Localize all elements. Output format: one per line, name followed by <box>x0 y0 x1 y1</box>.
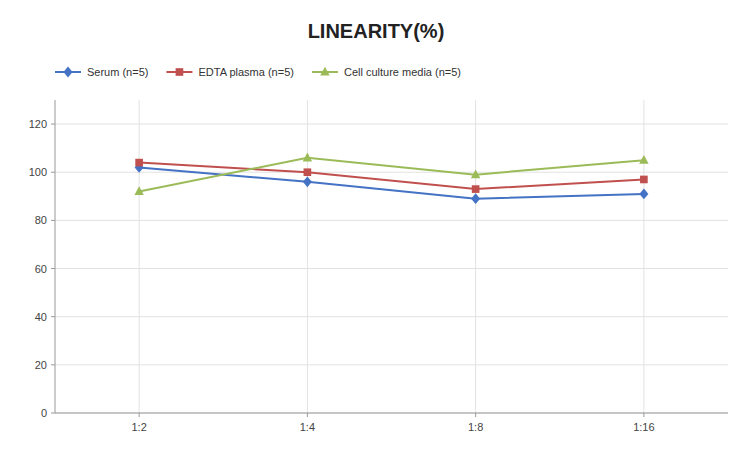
x-tick-label: 1:8 <box>468 421 483 433</box>
point <box>135 159 143 167</box>
x-grid-line <box>475 100 476 413</box>
x-tick-label: 1:4 <box>300 421 315 433</box>
legend-marker <box>176 68 184 76</box>
grid <box>55 100 728 413</box>
y-tick <box>51 413 55 414</box>
legend-item: Serum (n=5) <box>55 66 148 78</box>
y-axis-line <box>55 100 56 413</box>
legend-item: EDTA plasma (n=5) <box>166 66 293 78</box>
legend-item: Cell culture media (n=5) <box>312 66 461 78</box>
series <box>135 159 647 193</box>
series-group <box>134 153 648 205</box>
y-tick <box>51 172 55 173</box>
y-tick-label: 120 <box>29 118 47 130</box>
point <box>134 186 143 195</box>
point <box>640 176 648 184</box>
y-tick-label: 80 <box>35 214 47 226</box>
x-tick <box>139 413 140 417</box>
x-tick-label: 1:16 <box>633 421 654 433</box>
legend-label: Serum (n=5) <box>87 66 148 78</box>
x-tick-label: 1:2 <box>131 421 146 433</box>
legend-label: Cell culture media (n=5) <box>344 66 461 78</box>
y-grid-line <box>55 220 728 221</box>
y-tick-label: 100 <box>29 166 47 178</box>
legend-marker <box>320 67 329 76</box>
y-tick <box>51 220 55 221</box>
series <box>134 153 648 195</box>
y-tick <box>51 124 55 125</box>
legend: Serum (n=5) EDTA plasma (n=5) Cell culture… <box>55 66 461 78</box>
y-grid-line <box>55 364 728 365</box>
x-grid-line <box>307 100 308 413</box>
series-line <box>139 158 644 192</box>
point <box>304 168 312 176</box>
chart: LINEARITY(%) 0 20 40 60 80 100 120 1:2 1:4 1:8 1:16… <box>0 0 752 451</box>
series <box>135 162 649 204</box>
legend-marker <box>64 67 73 78</box>
point <box>471 169 480 178</box>
point <box>303 153 312 162</box>
y-tick <box>51 364 55 365</box>
y-tick-label: 60 <box>35 263 47 275</box>
y-tick-label: 40 <box>35 311 47 323</box>
y-grid-line <box>55 316 728 317</box>
y-tick-label: 20 <box>35 359 47 371</box>
legend-label: EDTA plasma (n=5) <box>198 66 293 78</box>
point <box>639 155 648 164</box>
x-tick <box>475 413 476 417</box>
y-tick <box>51 316 55 317</box>
x-tick <box>643 413 644 417</box>
y-grid-line <box>55 413 728 414</box>
x-grid-line <box>643 100 644 413</box>
point <box>472 185 480 193</box>
x-tick <box>307 413 308 417</box>
point <box>303 176 312 187</box>
x-grid-line <box>139 100 140 413</box>
x-axis-line <box>55 413 728 414</box>
title: LINEARITY(%) <box>308 20 445 42</box>
y-tick <box>51 268 55 269</box>
point <box>639 189 648 200</box>
y-grid-line <box>55 124 728 125</box>
y-grid-line <box>55 172 728 173</box>
y-grid-line <box>55 268 728 269</box>
point <box>471 193 480 204</box>
y-tick-label: 0 <box>41 407 47 419</box>
